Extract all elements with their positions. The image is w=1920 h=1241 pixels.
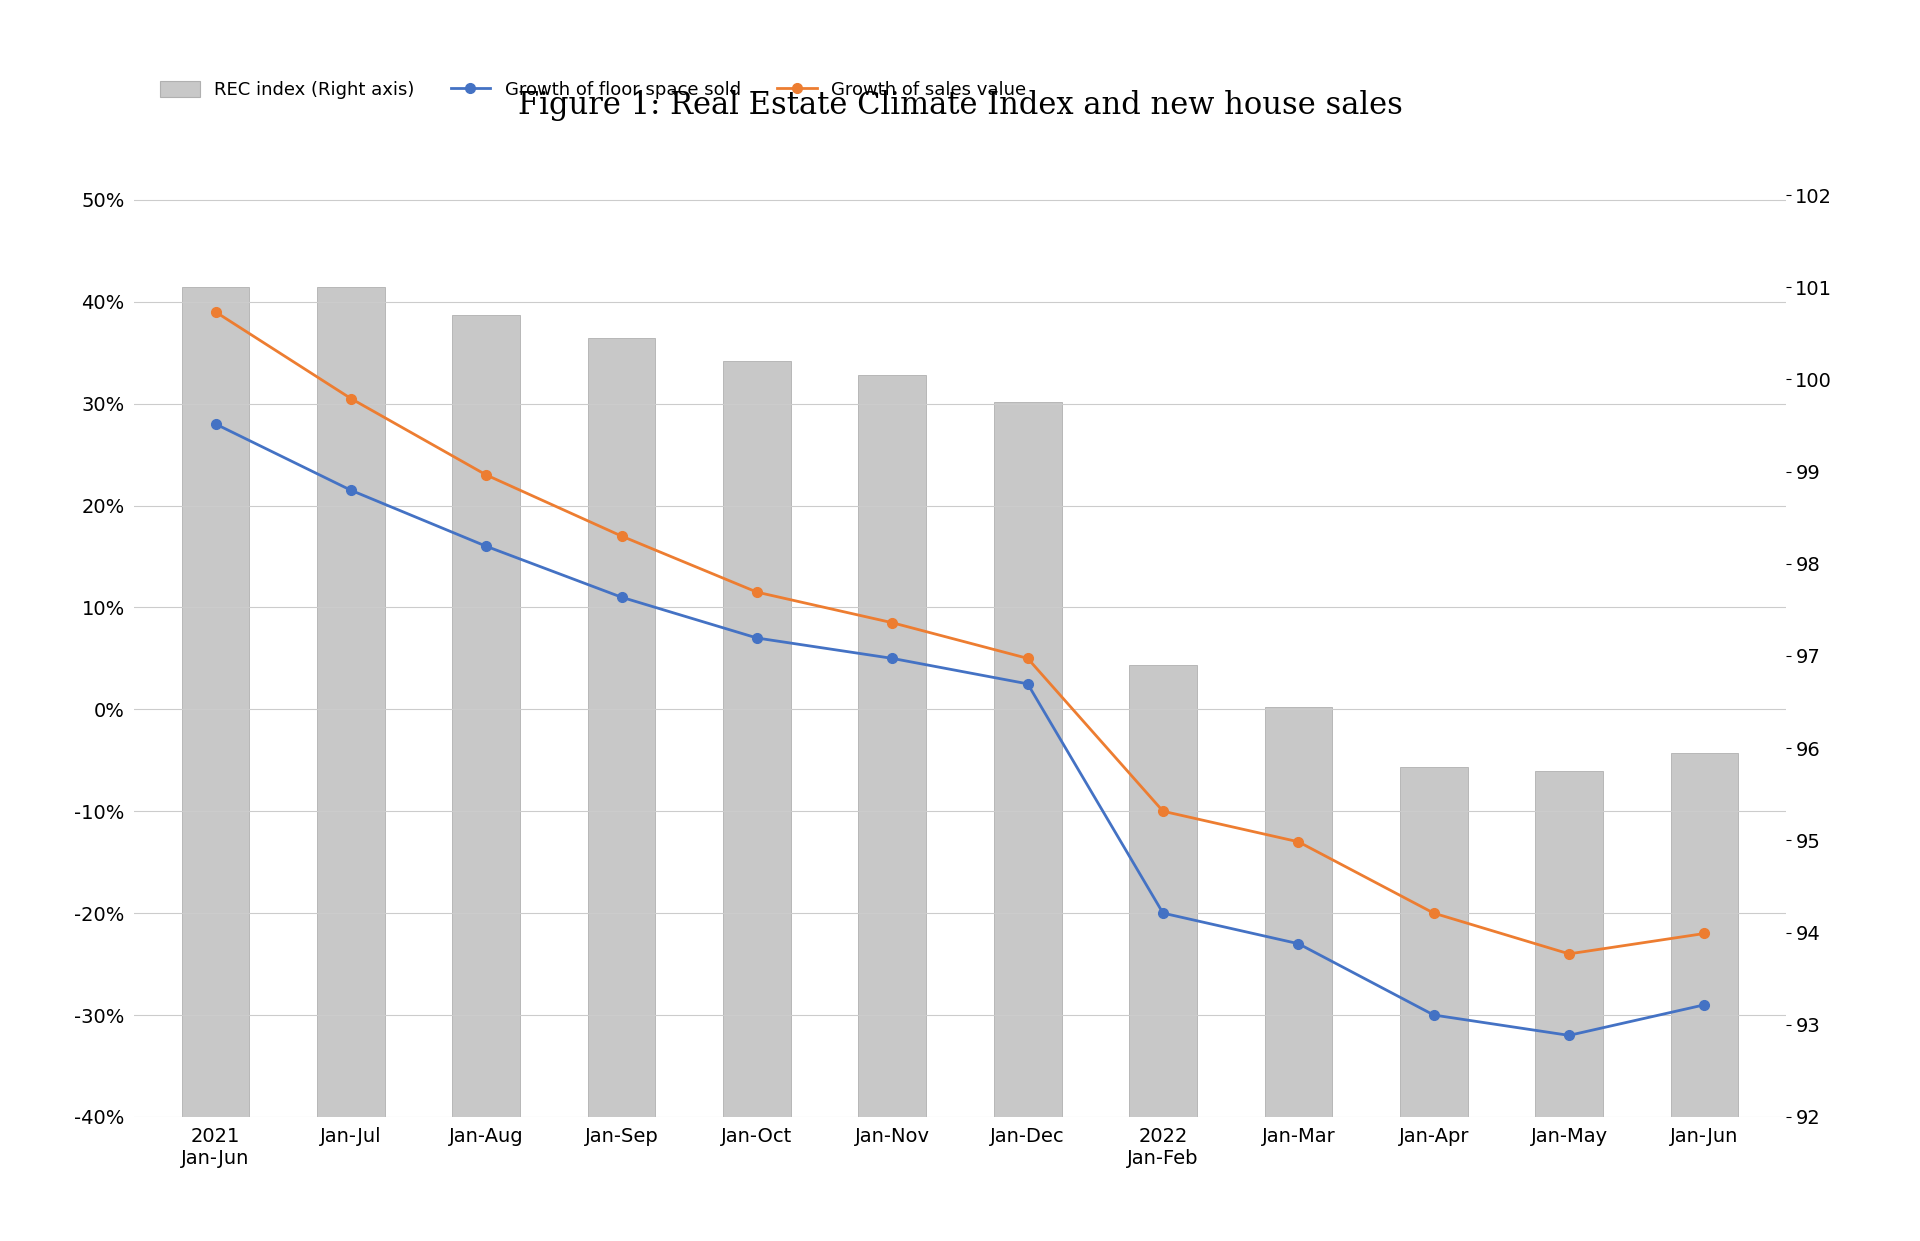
Bar xyxy=(317,287,384,1117)
Bar xyxy=(724,361,791,1117)
Bar xyxy=(453,315,520,1117)
Bar xyxy=(588,338,655,1117)
Bar xyxy=(1129,665,1196,1117)
Bar xyxy=(995,402,1062,1117)
Bar xyxy=(1265,706,1332,1117)
Bar xyxy=(1670,753,1738,1117)
Bar xyxy=(1400,767,1467,1117)
Bar xyxy=(1536,771,1603,1117)
Bar xyxy=(858,375,925,1117)
Bar xyxy=(182,287,250,1117)
Title: Figure 1: Real Estate Climate Index and new house sales: Figure 1: Real Estate Climate Index and … xyxy=(518,91,1402,122)
Legend: REC index (Right axis), Growth of floor space sold, Growth of sales value: REC index (Right axis), Growth of floor … xyxy=(159,81,1027,99)
